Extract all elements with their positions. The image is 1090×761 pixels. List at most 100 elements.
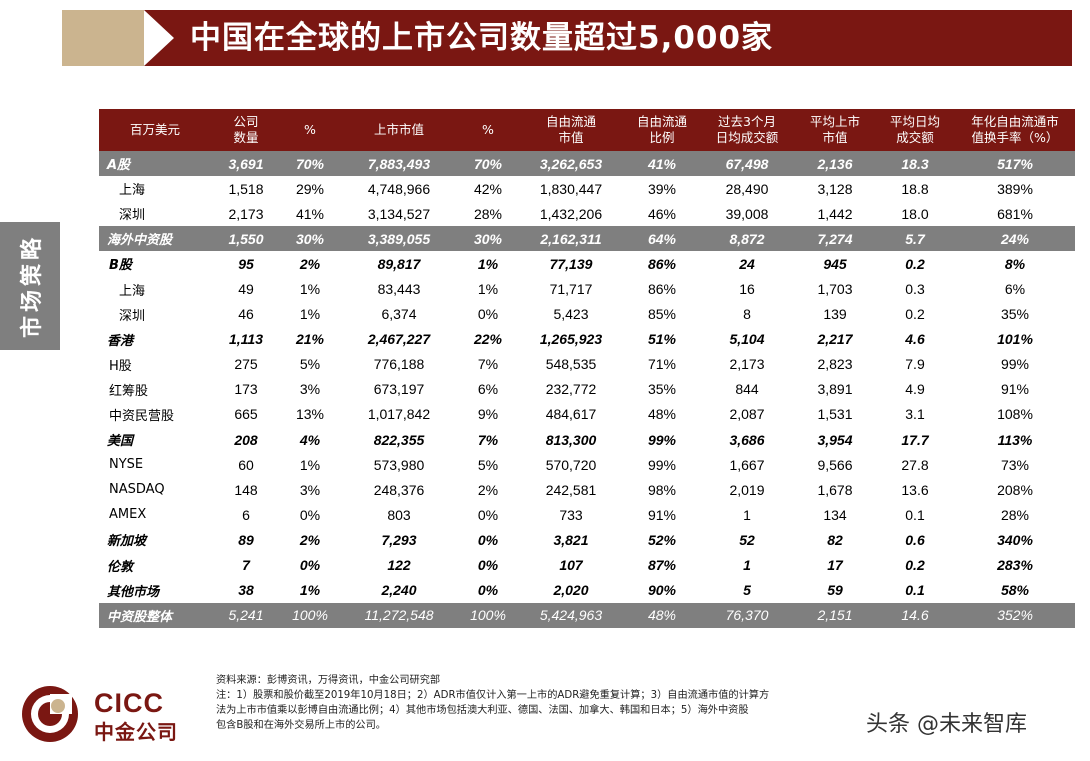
table-cell: 6,374 — [381, 306, 417, 323]
table-cell: 8 — [743, 306, 751, 323]
table-cell: 7,883,493 — [339, 151, 459, 177]
row-label: 伦敦 — [107, 559, 134, 575]
table-cell: 86% — [647, 255, 677, 272]
cicc-logo-icon — [22, 686, 78, 742]
table-cell: 24 — [739, 255, 755, 272]
table-cell: 1,432,206 — [539, 205, 603, 222]
row-label: 红筹股 — [109, 383, 149, 399]
logo-text-cn: 中金公司 — [94, 720, 178, 744]
table-cell: 3,691 — [211, 151, 281, 177]
table-cell: 6% — [477, 381, 499, 398]
table-cell: 5,423 — [553, 306, 589, 323]
table-cell: 2,136 — [795, 151, 875, 177]
row-label: NASDAQ — [109, 482, 165, 498]
table-row: 中资股整体 5,241 100% 11,272,548 100% 5,424,963 48%… — [99, 602, 1075, 628]
table-cell: 8% — [1004, 255, 1026, 272]
table-cell: 573,980 — [373, 456, 425, 473]
table-cell: 113% — [997, 431, 1033, 448]
table-cell: 7,293 — [381, 531, 417, 548]
table-cell: 85% — [647, 306, 677, 323]
footnote-line: 法为上市市值乘以彭博自由流通比例；4）其他市场包括澳大利亚、德国、法国、加拿大、… — [216, 705, 749, 716]
table-cell: 1,113 — [229, 331, 263, 348]
table-cell: 3% — [299, 381, 321, 398]
row-label: 香港 — [107, 333, 134, 349]
table-cell: 90% — [647, 582, 677, 599]
table-cell: 13% — [295, 406, 325, 423]
table-row: 中资民营股 665 13% 1,017,842 9% 484,617 48% 2,087 1,5… — [99, 402, 1075, 427]
column-header: % — [281, 109, 339, 151]
table-row: NYSE 60 1% 573,980 5% 570,720 99% 1,667 9,566 27.… — [99, 452, 1075, 477]
table-cell: 0% — [477, 306, 499, 323]
table-row: 海外中资股 1,550 30% 3,389,055 30% 2,162,311 64% 8,8… — [99, 226, 1075, 252]
table-cell: 3,686 — [729, 431, 765, 448]
table-cell: 99% — [647, 431, 677, 448]
row-label: AMEX — [109, 507, 147, 523]
table-cell: 4.9 — [905, 381, 925, 398]
column-header: 年化自由流通市 值换手率（%） — [955, 109, 1075, 151]
column-header: 上市市值 — [339, 109, 459, 151]
table-cell: 2,823 — [817, 356, 853, 373]
table-cell: 1% — [477, 255, 499, 272]
table-cell: 30% — [281, 226, 339, 252]
table-cell: 139 — [823, 306, 847, 323]
table-cell: 13.6 — [901, 481, 929, 498]
column-header: 平均上市 市值 — [795, 109, 875, 151]
table-cell: 2,151 — [795, 602, 875, 628]
table-cell: 208 — [234, 431, 258, 448]
table-cell: 733 — [559, 506, 583, 523]
table-cell: 0.1 — [905, 582, 925, 599]
table-cell: 48% — [647, 406, 677, 423]
table-cell: 18.3 — [875, 151, 955, 177]
table-cell: 1% — [299, 582, 321, 599]
row-label: 中资民营股 — [109, 408, 175, 424]
table-header-row: 百万美元 公司 数量% 上市市值% 自由流通 市值 自由流通 比例 过去3个月 日均成交额… — [99, 109, 1075, 151]
table-cell: 3,954 — [817, 431, 853, 448]
table-cell: 18.0 — [901, 205, 929, 222]
table-row: 新加坡 89 2% 7,293 0% 3,821 52% 52 82 0.6 340% — [99, 527, 1075, 552]
table-cell: 51% — [647, 331, 677, 348]
table-cell: 776,188 — [373, 356, 425, 373]
table-cell: 39% — [647, 180, 677, 197]
table-cell: 8,872 — [699, 226, 795, 252]
row-label: A股 — [99, 151, 211, 177]
table-cell: 38 — [238, 582, 254, 599]
table-cell: 945 — [823, 255, 847, 272]
table-cell: 548,535 — [545, 356, 597, 373]
title-bar — [144, 10, 1072, 66]
table-row: 其他市场 38 1% 2,240 0% 2,020 90% 5 59 0.1 58% — [99, 578, 1075, 603]
column-header: % — [459, 109, 517, 151]
table-cell: 673,197 — [373, 381, 425, 398]
table-cell: 7% — [477, 431, 499, 448]
table-cell: 46 — [238, 306, 254, 323]
watermark: 头条 @未来智库 — [866, 712, 1027, 737]
table-cell: 1,703 — [817, 281, 853, 298]
table-cell: 3,128 — [817, 180, 853, 197]
table-cell: 3,891 — [817, 381, 853, 398]
table-cell: 35% — [647, 381, 677, 398]
title-accent-block — [62, 10, 144, 66]
table-cell: 0.2 — [905, 255, 925, 272]
table-cell: 352% — [955, 602, 1075, 628]
table-cell: 29% — [295, 180, 325, 197]
table-cell: 6% — [1004, 281, 1026, 298]
row-label: 其他市场 — [107, 584, 160, 600]
table-cell: 5,424,963 — [517, 602, 625, 628]
table-cell: 122 — [387, 557, 411, 574]
table-cell: 0.2 — [905, 306, 925, 323]
table-cell: 99% — [647, 456, 677, 473]
table-cell: 0% — [299, 506, 321, 523]
table-cell: 0% — [477, 582, 499, 599]
table-row: H股 275 5% 776,188 7% 548,535 71% 2,173 2,823 7.9 9… — [99, 352, 1075, 377]
table-cell: 5.7 — [875, 226, 955, 252]
table-row: A股 3,691 70% 7,883,493 70% 3,262,653 41% 67,498… — [99, 151, 1075, 177]
table-cell: 89,817 — [377, 255, 421, 272]
table-cell: 3,134,527 — [367, 205, 431, 222]
table-cell: 89 — [238, 531, 254, 548]
table-cell: 248,376 — [373, 481, 425, 498]
table-cell: 91% — [1000, 381, 1030, 398]
table-row: 美国 208 4% 822,355 7% 813,300 99% 3,686 3,954 17.7… — [99, 427, 1075, 452]
table-cell: 59 — [827, 582, 843, 599]
table-cell: 71,717 — [549, 281, 593, 298]
table-cell: 1 — [743, 557, 751, 574]
table-cell: 2% — [299, 255, 321, 272]
